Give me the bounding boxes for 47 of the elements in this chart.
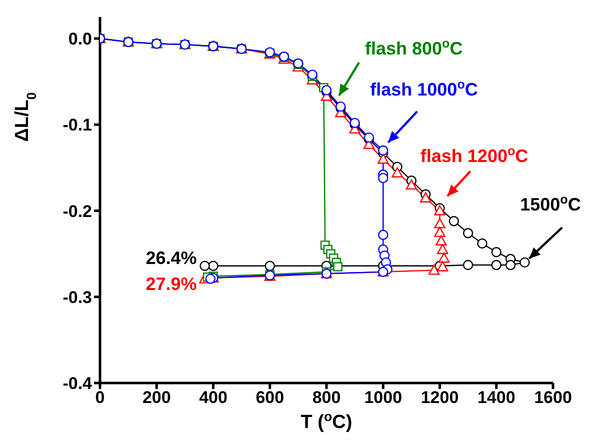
point [378,145,388,156]
y-tick-label: -0.2 [62,202,92,221]
y-tick-label: -0.3 [62,288,92,307]
y-tick-label: -0.4 [62,374,93,394]
y-tick-label: 0.0 [68,30,92,49]
x-axis-title: T ($^{o}$C) [300,408,352,433]
point [462,260,474,270]
x-tick-label: 400 [199,388,228,408]
point [428,264,440,275]
point [406,179,418,190]
point [491,247,502,258]
x-tick-label: 1200 [420,388,459,408]
annotation: flash 1000$^{o}$C [370,77,478,100]
point [448,216,460,226]
x-tick-label: 0 [95,388,105,408]
point [491,260,502,270]
point [208,260,218,271]
y-tick-label: -0.1 [62,116,92,135]
annotation: 26.4% [146,248,197,268]
point [420,192,432,202]
point [436,235,447,246]
point [505,260,516,270]
point [264,260,275,271]
x-tick-label: 200 [142,388,171,408]
point [436,244,448,254]
point [477,238,488,249]
point [378,172,388,184]
annotation: 1500$^{o}$C [520,192,581,215]
point [520,257,530,268]
point [392,167,403,178]
point [436,261,448,272]
annotation: 27.9% [146,274,197,294]
x-tick-label: 1400 [477,388,516,408]
x-tick-label: 1000 [364,388,402,408]
point [205,274,216,284]
annotation: flash 1200$^{o}$C [420,144,528,166]
point [434,226,446,237]
point [462,228,474,238]
x-tick-label: 600 [256,388,284,408]
annotation: flash 800$^{o}$C [364,36,463,59]
x-tick-label: 1600 [534,388,572,408]
point [438,252,450,263]
point [200,260,210,271]
point [333,262,342,272]
point [434,218,446,228]
x-tick-label: 800 [312,388,341,408]
point [378,230,388,240]
